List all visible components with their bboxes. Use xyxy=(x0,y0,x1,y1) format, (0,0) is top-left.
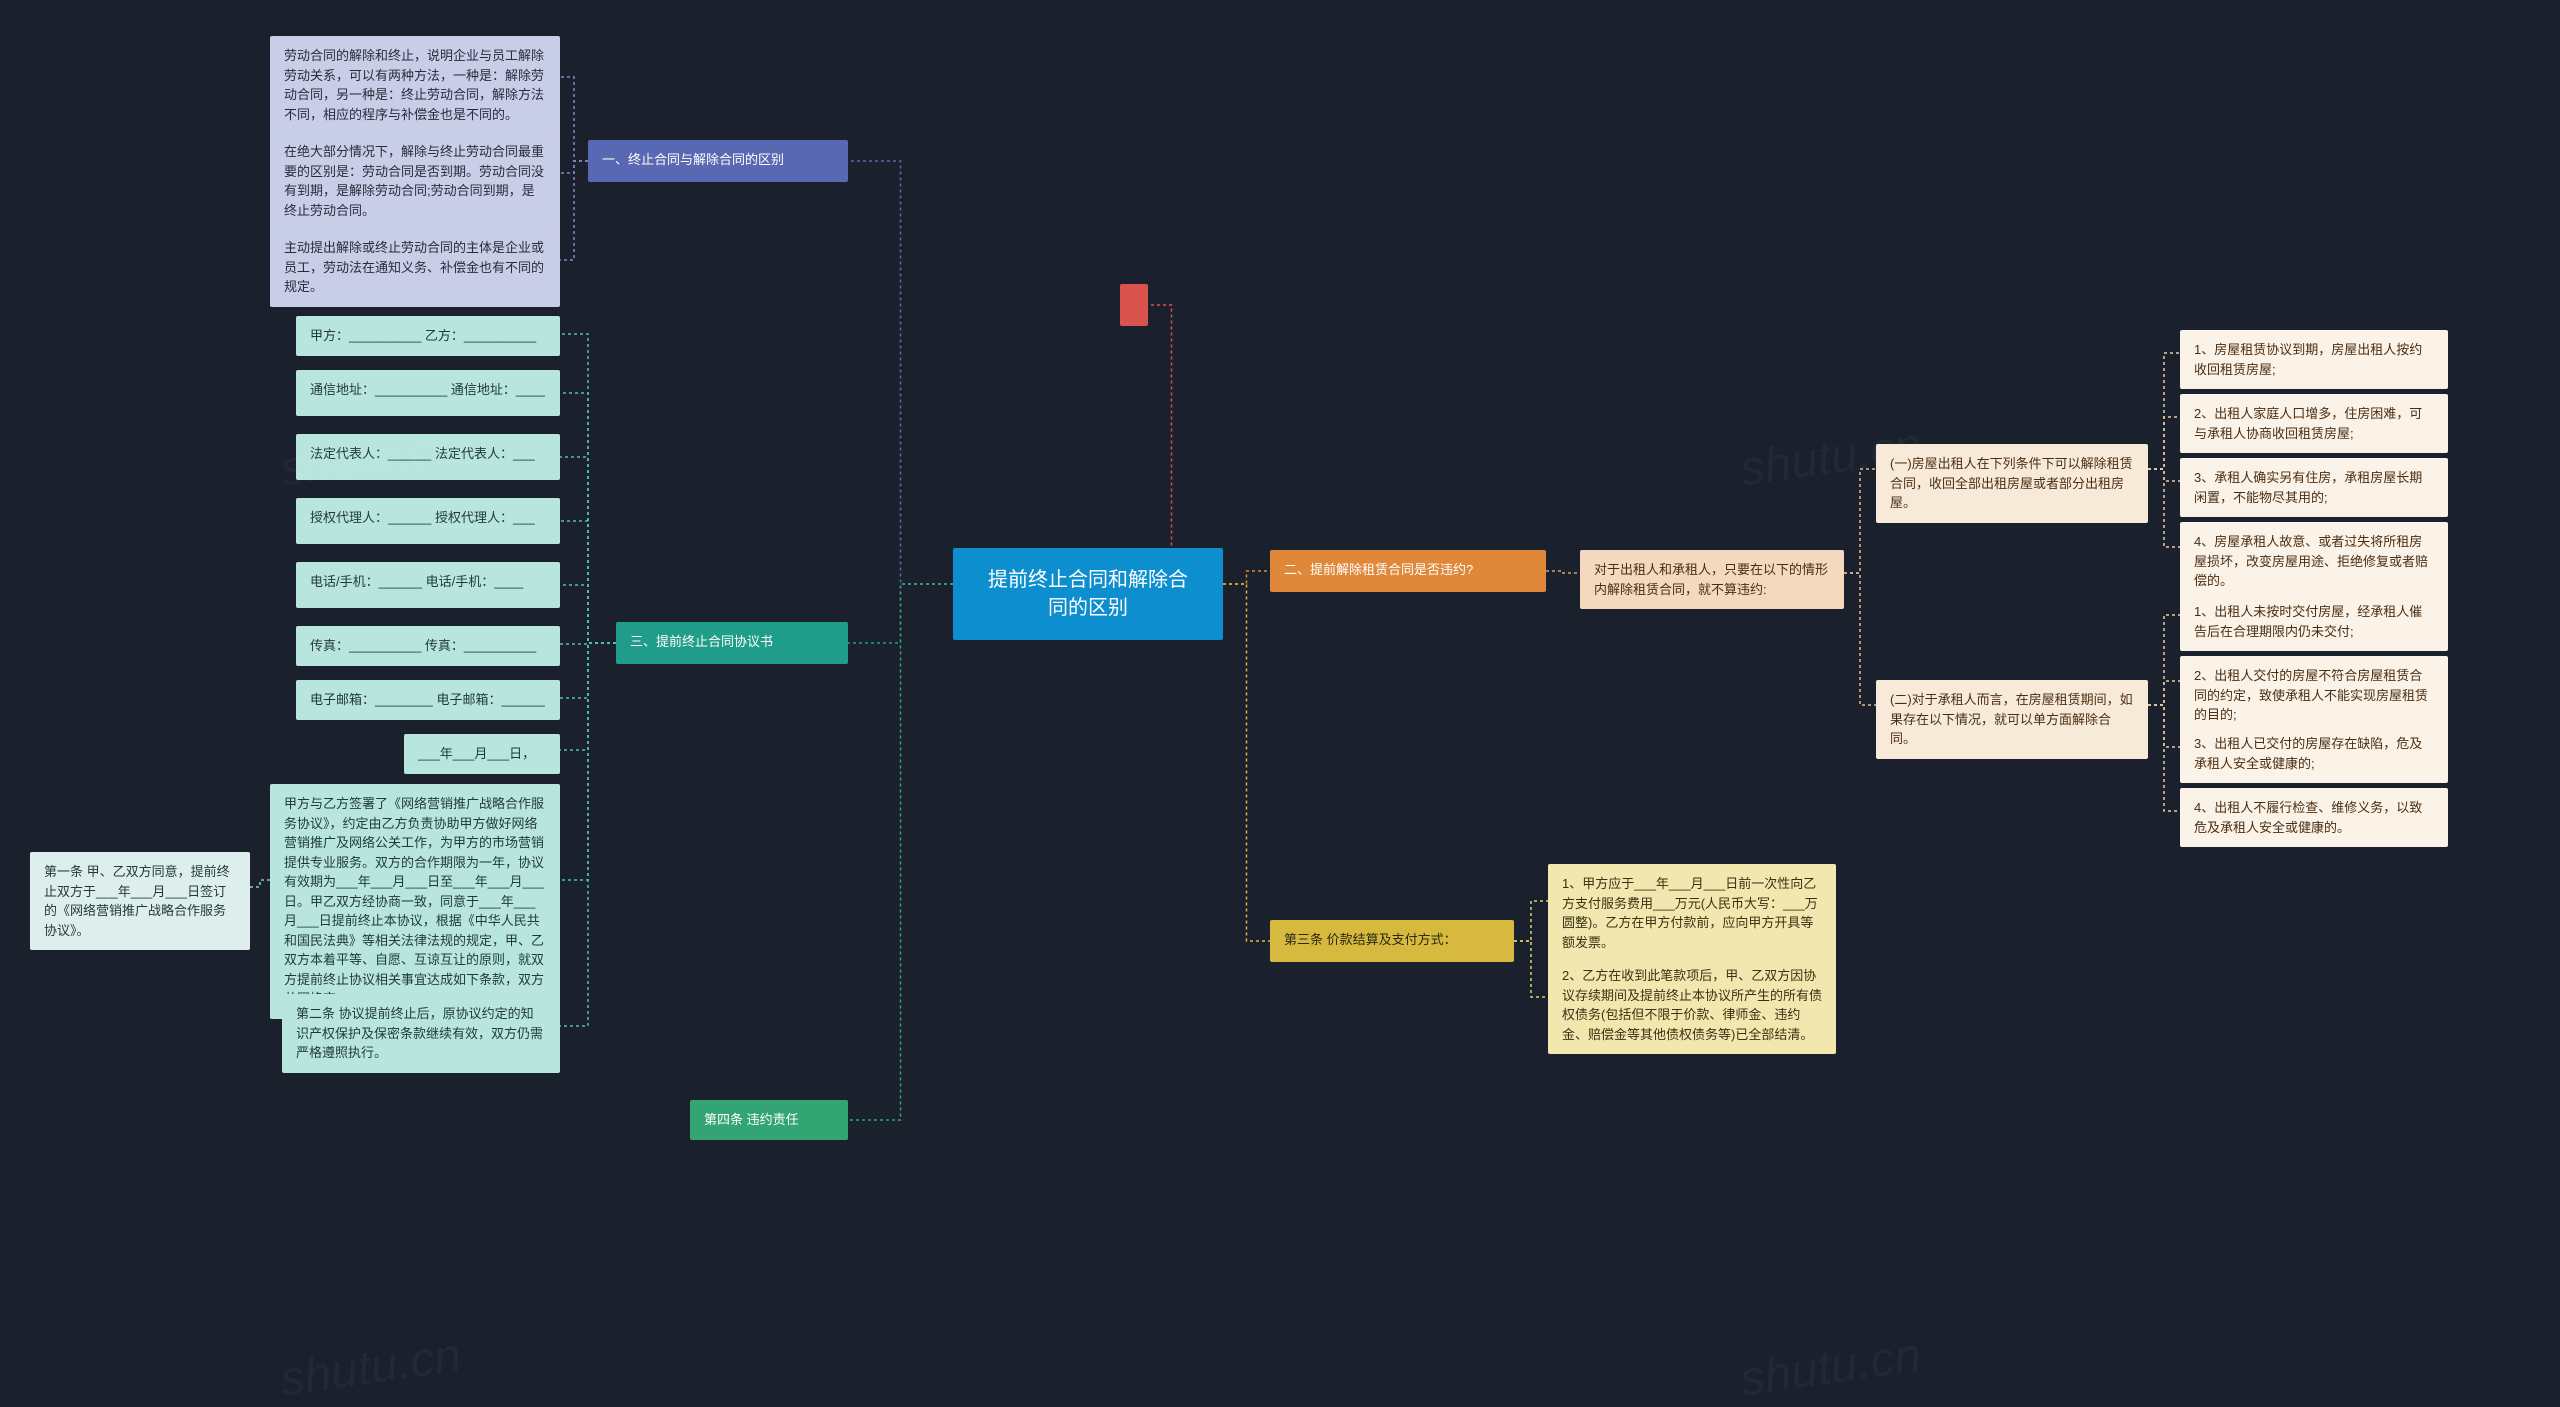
mindmap-node[interactable]: 电子邮箱：________ 电子邮箱：______ xyxy=(296,680,560,720)
mindmap-node[interactable]: 4、房屋承租人故意、或者过失将所租房屋损坏，改变房屋用途、拒绝修复或者赔偿的。 xyxy=(2180,522,2448,601)
connector xyxy=(2148,705,2180,811)
mindmap-node[interactable]: 在绝大部分情况下，解除与终止劳动合同最重要的区别是：劳动合同是否到期。劳动合同没… xyxy=(270,132,560,230)
connector xyxy=(2148,681,2180,705)
connector xyxy=(2148,469,2180,481)
connector xyxy=(560,643,616,750)
connector xyxy=(1514,941,1548,997)
mindmap-node[interactable]: 第二条 协议提前终止后，原协议约定的知识产权保护及保密条款继续有效，双方仍需严格… xyxy=(282,994,560,1073)
connector xyxy=(1844,573,1876,705)
mindmap-node[interactable]: ___年___月___日， xyxy=(404,734,560,774)
connector xyxy=(2148,469,2180,547)
connector xyxy=(560,643,616,698)
mindmap-node[interactable]: 甲方：__________ 乙方：__________ xyxy=(296,316,560,356)
mindmap-node[interactable]: 授权代理人：______ 授权代理人：___ xyxy=(296,498,560,544)
mindmap-node[interactable]: 第一条 甲、乙双方同意，提前终止双方于___年___月___日签订的《网络营销推… xyxy=(30,852,250,950)
mindmap-node[interactable]: 1、房屋租赁协议到期，房屋出租人按约收回租赁房屋; xyxy=(2180,330,2448,389)
mindmap-node[interactable]: 第四条 违约责任 xyxy=(690,1100,848,1140)
connector xyxy=(250,880,270,887)
mindmap-node[interactable]: 电话/手机：______ 电话/手机：____ xyxy=(296,562,560,608)
mindmap-node[interactable] xyxy=(1120,284,1148,326)
connector xyxy=(560,521,616,643)
connector xyxy=(560,161,588,260)
mindmap-node[interactable]: 主动提出解除或终止劳动合同的主体是企业或员工，劳动法在通知义务、补偿金也有不同的… xyxy=(270,228,560,307)
connector xyxy=(848,161,953,584)
mindmap-node[interactable]: 一、终止合同与解除合同的区别 xyxy=(588,140,848,182)
mindmap-node[interactable]: 3、承租人确实另有住房，承租房屋长期闲置，不能物尽其用的; xyxy=(2180,458,2448,517)
mindmap-node[interactable]: 传真：__________ 传真：__________ xyxy=(296,626,560,666)
connector xyxy=(1120,305,1223,584)
connector xyxy=(560,77,588,161)
mindmap-node[interactable]: 法定代表人：______ 法定代表人：___ xyxy=(296,434,560,480)
connector xyxy=(560,643,616,644)
connector xyxy=(848,584,953,1120)
mindmap-node[interactable]: 三、提前终止合同协议书 xyxy=(616,622,848,664)
connector xyxy=(560,643,616,1026)
root-node[interactable]: 提前终止合同和解除合同的区别 xyxy=(953,548,1223,640)
connector xyxy=(560,161,588,173)
mindmap-node[interactable]: (一)房屋出租人在下列条件下可以解除租赁合同，收回全部出租房屋或者部分出租房屋。 xyxy=(1876,444,2148,523)
mindmap-node[interactable]: 甲方与乙方签署了《网络营销推广战略合作服务协议》，约定由乙方负责协助甲方做好网络… xyxy=(270,784,560,1019)
connector xyxy=(1514,901,1548,941)
watermark: shutu.cn xyxy=(1737,1328,1924,1407)
mindmap-node[interactable]: (二)对于承租人而言，在房屋租赁期间，如果存在以下情况，就可以单方面解除合同。 xyxy=(1876,680,2148,759)
connector xyxy=(1844,469,1876,573)
connector xyxy=(2148,417,2180,469)
connector xyxy=(560,334,616,643)
connector xyxy=(560,585,616,643)
connector xyxy=(560,457,616,643)
connector xyxy=(560,393,616,643)
connector xyxy=(2148,615,2180,705)
connector xyxy=(848,584,953,643)
mindmap-node[interactable]: 3、出租人已交付的房屋存在缺陷，危及承租人安全或健康的; xyxy=(2180,724,2448,783)
mindmap-node[interactable]: 2、出租人交付的房屋不符合房屋租赁合同的约定，致使承租人不能实现房屋租赁的目的; xyxy=(2180,656,2448,735)
mindmap-node[interactable]: 对于出租人和承租人，只要在以下的情形内解除租赁合同，就不算违约: xyxy=(1580,550,1844,609)
mindmap-node[interactable]: 1、出租人未按时交付房屋，经承租人催告后在合理期限内仍未交付; xyxy=(2180,592,2448,651)
mindmap-node[interactable]: 4、出租人不履行检查、维修义务，以致危及承租人安全或健康的。 xyxy=(2180,788,2448,847)
mindmap-node[interactable]: 1、甲方应于___年___月___日前一次性向乙方支付服务费用___万元(人民币… xyxy=(1548,864,1836,962)
mindmap-node[interactable]: 2、乙方在收到此笔款项后，甲、乙双方因协议存续期间及提前终止本协议所产生的所有债… xyxy=(1548,956,1836,1054)
mindmap-node[interactable]: 通信地址：__________ 通信地址：____ xyxy=(296,370,560,416)
connector xyxy=(2148,353,2180,469)
connector xyxy=(1223,584,1270,941)
mindmap-node[interactable]: 第三条 价款结算及支付方式： xyxy=(1270,920,1514,962)
connector xyxy=(1546,571,1580,573)
mindmap-node[interactable]: 2、出租人家庭人口增多，住房困难，可与承租人协商收回租赁房屋; xyxy=(2180,394,2448,453)
mindmap-node[interactable]: 二、提前解除租赁合同是否违约? xyxy=(1270,550,1546,592)
connector xyxy=(1223,571,1270,584)
mindmap-node[interactable]: 劳动合同的解除和终止，说明企业与员工解除劳动关系，可以有两种方法，一种是：解除劳… xyxy=(270,36,560,134)
watermark: shutu.cn xyxy=(277,1328,464,1407)
connector xyxy=(2148,705,2180,747)
connector xyxy=(560,643,616,880)
